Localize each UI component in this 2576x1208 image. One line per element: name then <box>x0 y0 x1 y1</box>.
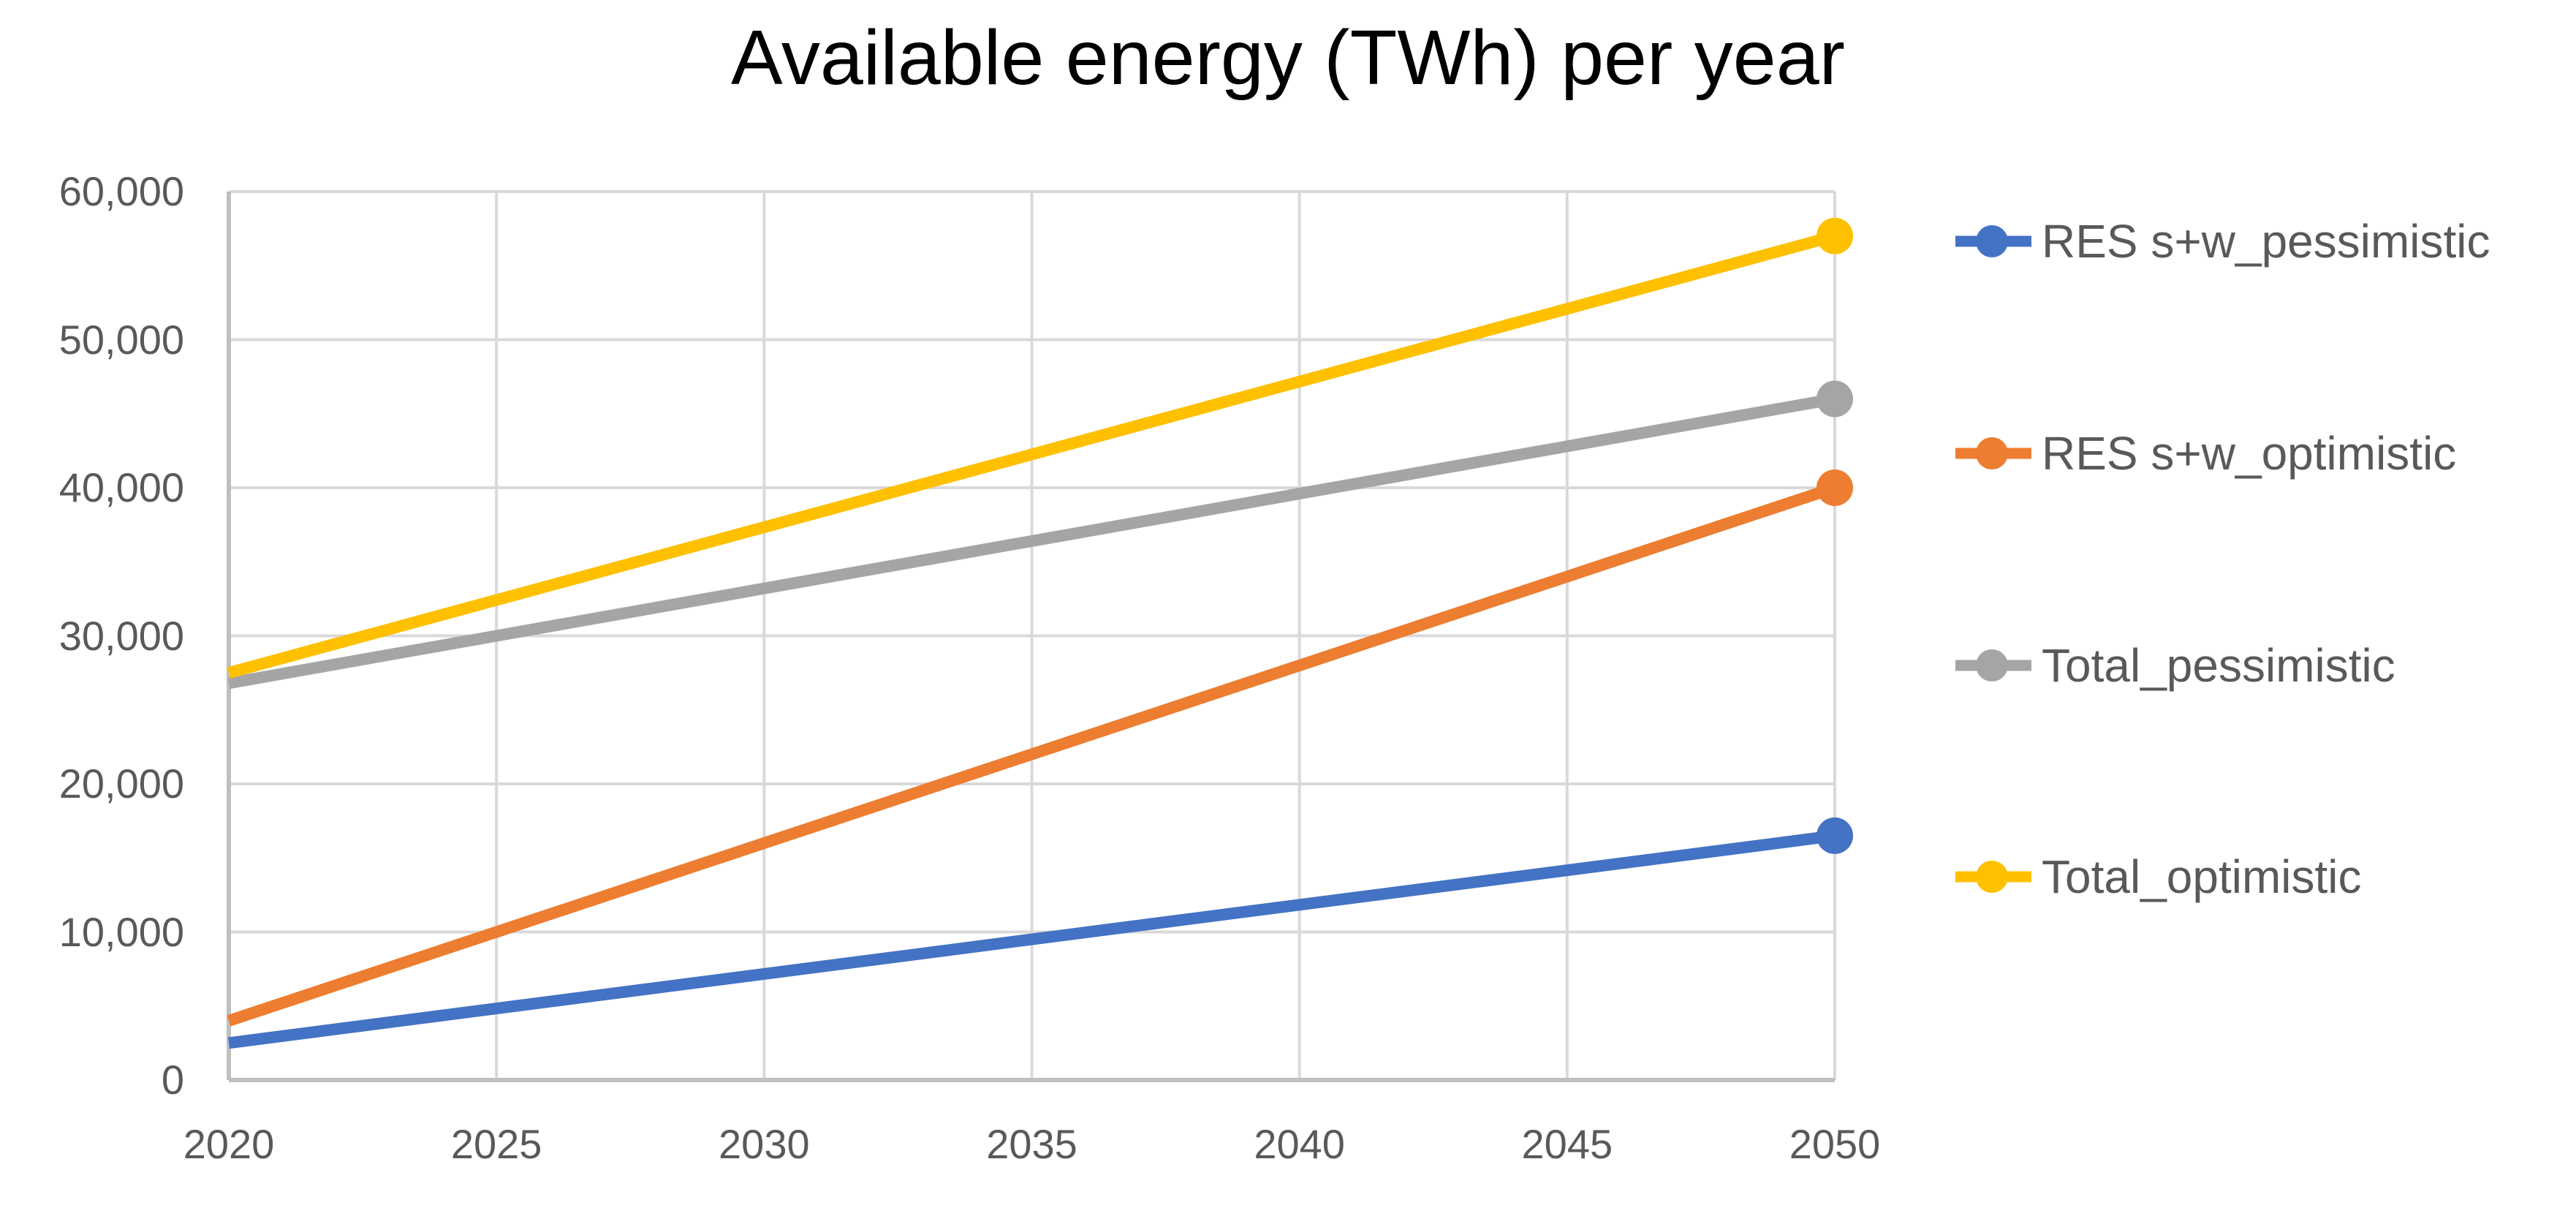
legend-swatch-res-s-w-optimistic <box>1955 437 2031 469</box>
y-axis-tick-label: 10,000 <box>58 908 184 955</box>
legend-swatch-total-optimistic <box>1955 861 2031 893</box>
y-axis-tick-label: 50,000 <box>58 316 184 363</box>
legend-marker <box>1976 225 2008 257</box>
x-axis-tick-label: 2030 <box>719 1121 810 1167</box>
legend-swatch-total-pessimistic <box>1955 649 2031 682</box>
y-axis-tick-label: 0 <box>161 1057 184 1103</box>
legend-item-total-pessimistic: Total_pessimistic <box>1955 638 2395 693</box>
x-axis-tick-label: 2025 <box>450 1121 542 1167</box>
series-marker-total-pessimistic <box>1817 380 1853 418</box>
x-axis-tick-label: 2045 <box>1521 1121 1613 1167</box>
series-marker-total-optimistic <box>1817 217 1853 254</box>
legend-item-res-s-w-pessimistic: RES s+w_pessimistic <box>1955 214 2490 269</box>
legend-label: RES s+w_pessimistic <box>2042 215 2490 268</box>
series-line-total-pessimistic <box>227 393 1836 690</box>
chart-title: Available energy (TWh) per year <box>731 15 1845 101</box>
series-line-res-s-w-pessimistic <box>227 829 1836 1049</box>
x-axis-tick-label: 2035 <box>986 1121 1077 1167</box>
legend-marker <box>1976 649 2008 682</box>
plot-canvas <box>227 190 1853 1082</box>
series-marker-res-s-w-pessimistic <box>1817 817 1853 854</box>
legend-item-res-s-w-optimistic: RES s+w_optimistic <box>1955 426 2456 481</box>
plot-area <box>227 190 1853 1082</box>
y-axis-tick-label: 20,000 <box>58 760 184 807</box>
legend-item-total-optimistic: Total_optimistic <box>1955 849 2362 905</box>
legend-label: Total_pessimistic <box>2042 639 2395 692</box>
x-axis-tick-label: 2020 <box>183 1121 275 1167</box>
y-axis-tick-label: 30,000 <box>58 612 184 659</box>
y-axis-tick-label: 40,000 <box>58 464 184 510</box>
series-marker-res-s-w-optimistic <box>1817 469 1853 506</box>
series-line-total-optimistic <box>227 230 1837 679</box>
x-axis-tick-label: 2040 <box>1254 1121 1345 1167</box>
legend-marker <box>1976 437 2008 469</box>
legend-swatch-res-s-w-pessimistic <box>1955 225 2031 257</box>
x-axis-tick-label: 2050 <box>1789 1121 1881 1167</box>
y-axis-tick-label: 60,000 <box>58 168 184 214</box>
legend-label: Total_optimistic <box>2042 850 2362 903</box>
legend-marker <box>1976 861 2008 893</box>
legend-label: RES s+w_optimistic <box>2042 427 2457 480</box>
series-line-res-s-w-optimistic <box>227 482 1837 1027</box>
